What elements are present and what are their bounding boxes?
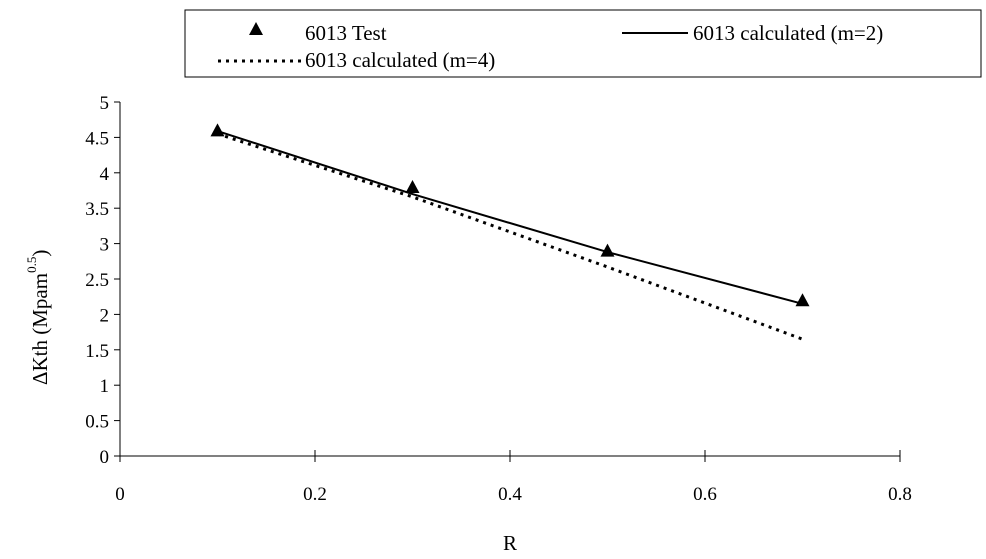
y-tick-label: 0.5 bbox=[85, 412, 109, 433]
y-tick-label: 2 bbox=[100, 305, 110, 326]
x-tick-label: 0.4 bbox=[498, 484, 522, 505]
y-tick-label: 0 bbox=[100, 447, 110, 468]
y-tick-label: 4.5 bbox=[85, 128, 109, 149]
legend-label-test: 6013 Test bbox=[305, 21, 387, 45]
data-point-test bbox=[405, 179, 420, 193]
y-axis-ticks: 0 0.5 1 1.5 2 2.5 3 3.5 4 4.5 5 bbox=[85, 93, 120, 468]
y-tick-label: 1 bbox=[100, 376, 110, 397]
data-point-test bbox=[795, 293, 810, 307]
plot-area bbox=[210, 123, 810, 341]
y-axis-title-close: ) bbox=[28, 250, 52, 257]
svg-text:ΔKth (Mpam0.5): ΔKth (Mpam0.5) bbox=[24, 250, 52, 385]
legend-marker-test bbox=[249, 22, 263, 35]
y-tick-label: 4 bbox=[100, 164, 110, 185]
y-tick-label: 5 bbox=[100, 93, 110, 114]
y-axis-title-sup: 0.5 bbox=[24, 257, 39, 273]
x-axis-ticks: 0 0.2 0.4 0.6 0.8 bbox=[115, 450, 912, 505]
x-tick-label: 0.2 bbox=[303, 484, 327, 505]
series-line-m4 bbox=[217, 132, 804, 341]
y-axis-title: ΔKth (Mpam0.5) bbox=[24, 250, 52, 385]
x-tick-label: 0.6 bbox=[693, 484, 717, 505]
legend-label-m4: 6013 calculated (m=4) bbox=[305, 48, 495, 72]
y-tick-label: 2.5 bbox=[85, 270, 109, 291]
series-line-m2 bbox=[217, 130, 803, 305]
y-tick-label: 3 bbox=[100, 235, 110, 256]
x-axis-title: R bbox=[503, 531, 517, 555]
legend: 6013 Test 6013 calculated (m=2) 6013 cal… bbox=[184, 9, 982, 78]
legend-label-m2: 6013 calculated (m=2) bbox=[693, 21, 883, 45]
legend-box bbox=[184, 9, 982, 78]
x-tick-label: 0.8 bbox=[888, 484, 912, 505]
x-tick-label: 0 bbox=[115, 484, 125, 505]
y-axis-title-main: ΔKth (Mpam bbox=[28, 273, 52, 385]
y-tick-label: 3.5 bbox=[85, 199, 109, 220]
y-tick-label: 1.5 bbox=[85, 341, 109, 362]
